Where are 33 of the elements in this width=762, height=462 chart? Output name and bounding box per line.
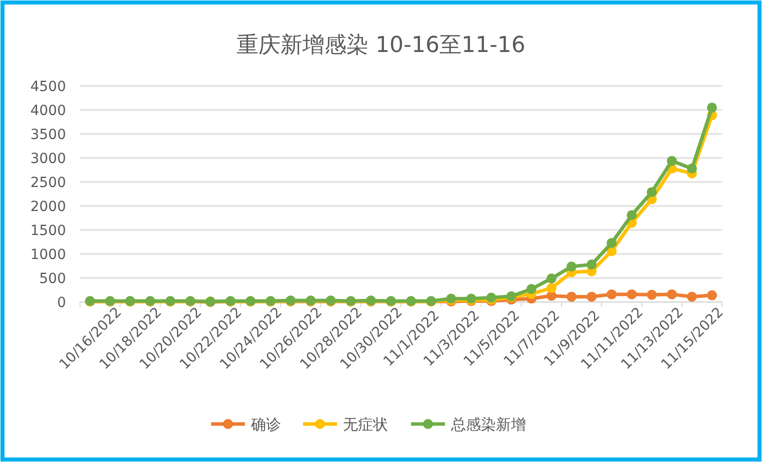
point xyxy=(526,284,536,294)
point xyxy=(706,102,717,113)
point xyxy=(606,289,617,300)
point xyxy=(606,238,617,248)
point xyxy=(586,260,597,270)
y-tick-label: 2500 xyxy=(30,174,66,191)
point xyxy=(586,292,597,302)
point xyxy=(626,289,637,300)
point xyxy=(706,290,717,300)
point xyxy=(686,164,697,174)
y-tick-label: 2000 xyxy=(30,198,66,215)
legend-label: 无症状 xyxy=(343,415,388,434)
point xyxy=(646,290,657,300)
chart-title: 重庆新增感染 10-16至11-16 xyxy=(236,33,526,58)
point xyxy=(546,283,556,294)
y-tick-label: 3000 xyxy=(30,150,66,167)
point xyxy=(626,210,637,220)
y-tick-label: 3500 xyxy=(30,126,66,143)
y-tick-label: 500 xyxy=(39,270,66,287)
y-tick-label: 1000 xyxy=(30,246,66,263)
point xyxy=(566,261,577,272)
y-tick-label: 1500 xyxy=(30,222,66,239)
point xyxy=(646,187,657,198)
y-tick-label: 4000 xyxy=(30,102,66,119)
point xyxy=(666,156,677,166)
legend-label: 确诊 xyxy=(250,415,281,434)
point xyxy=(546,273,556,284)
point xyxy=(666,289,677,300)
point xyxy=(686,292,697,302)
legend-label: 总感染新增 xyxy=(450,415,526,434)
y-tick-label: 0 xyxy=(57,294,66,311)
y-tick-label: 4500 xyxy=(30,78,66,95)
point xyxy=(566,292,577,302)
